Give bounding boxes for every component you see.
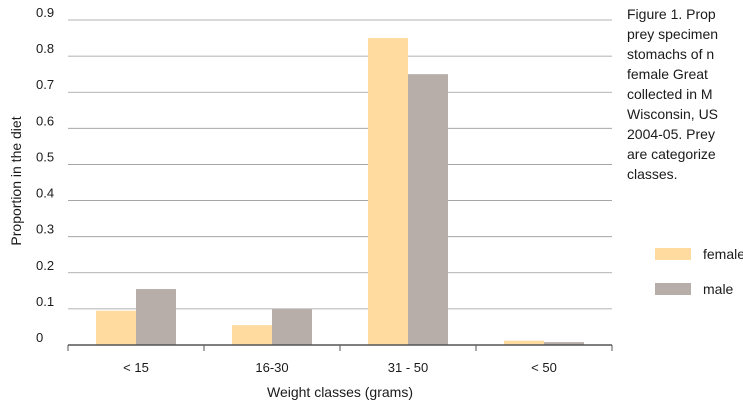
y-tick-label: 0.8 [36,41,54,56]
y-tick-label: 0.9 [36,5,54,20]
x-axis-title: Weight classes (grams) [267,384,413,400]
bar-male-1 [272,308,312,345]
bar-female-2 [368,38,408,346]
legend-item-male: male [655,279,743,299]
y-tick-label: 0 [36,330,43,345]
legend: female male [655,244,743,314]
y-tick-label: 0.3 [36,222,54,237]
bar-female-1 [232,325,272,345]
y-axis-title: Proportion in the diet [8,116,24,245]
bar-female-0 [96,310,136,345]
x-tick-label: 16-30 [255,360,288,375]
bar-male-0 [136,289,176,345]
y-tick-label: 0.7 [36,77,54,92]
bar-male-3 [544,342,584,345]
x-tick-label: < 50 [531,360,557,375]
bars [96,38,584,346]
bar-male-2 [408,74,448,346]
legend-swatch-male [655,283,691,295]
x-tick-labels: < 15 16-30 31 - 50 < 50 [67,345,613,375]
y-tick-label: 0.5 [36,149,54,164]
legend-swatch-female [655,248,691,260]
x-tick-label: < 15 [123,360,149,375]
y-tick-label: 0.6 [36,113,54,128]
figure-caption: Figure 1. Prop prey specimen stomachs of… [627,6,719,182]
gridlines [68,19,612,310]
y-tick-label: 0.4 [36,186,54,201]
x-tick-label: 31 - 50 [388,360,428,375]
y-tick-label: 0.2 [36,258,54,273]
legend-label-female: female [703,246,743,262]
bar-female-3 [504,340,544,345]
y-tick-label: 0.1 [36,294,54,309]
legend-item-female: female [655,244,743,264]
legend-label-male: male [703,281,734,297]
y-tick-labels: 0 0.1 0.2 0.3 0.4 0.5 0.6 0.7 0.8 0.9 [36,5,54,345]
